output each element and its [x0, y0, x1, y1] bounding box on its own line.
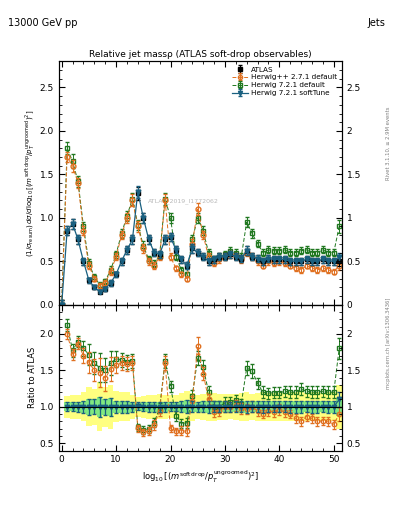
Y-axis label: $(1/\sigma_{\rm resum})\,d\sigma/d\log_{10}[(m^{\rm soft\,drop}/p_T^{\rm ungroom: $(1/\sigma_{\rm resum})\,d\sigma/d\log_{… — [23, 110, 37, 257]
Legend: ATLAS, Herwig++ 2.7.1 default, Herwig 7.2.1 default, Herwig 7.2.1 softTune: ATLAS, Herwig++ 2.7.1 default, Herwig 7.… — [231, 65, 338, 98]
Text: Jets: Jets — [367, 18, 385, 28]
Text: ATLAS_2019_I1772062: ATLAS_2019_I1772062 — [148, 199, 219, 204]
X-axis label: $\log_{10}[(m^{\rm soft\,drop}/p_T^{\rm ungroomed})^2]$: $\log_{10}[(m^{\rm soft\,drop}/p_T^{\rm … — [142, 468, 259, 485]
Text: mcplots.cern.ch [arXiv:1306.3436]: mcplots.cern.ch [arXiv:1306.3436] — [386, 297, 391, 389]
Text: 13000 GeV pp: 13000 GeV pp — [8, 18, 77, 28]
Text: Rivet 3.1.10, ≥ 2.9M events: Rivet 3.1.10, ≥ 2.9M events — [386, 106, 391, 180]
Y-axis label: Ratio to ATLAS: Ratio to ATLAS — [28, 347, 37, 408]
Title: Relative jet massρ (ATLAS soft-drop observables): Relative jet massρ (ATLAS soft-drop obse… — [89, 50, 312, 59]
